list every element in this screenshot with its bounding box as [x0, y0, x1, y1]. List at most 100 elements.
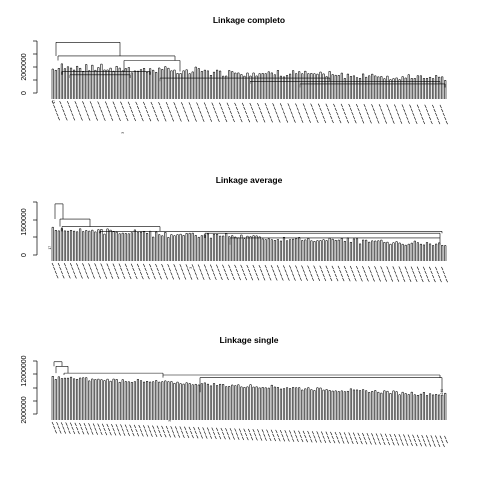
leaf-tick-613 — [383, 116, 386, 120]
leaf-tick-605 — [68, 275, 71, 279]
leaf-tick-484 — [412, 434, 415, 439]
leaf-tick-627 — [95, 117, 98, 121]
leaf-tick-448 — [310, 103, 313, 107]
leaf-tick-660 — [403, 278, 406, 282]
leaf-tick-586 — [177, 114, 181, 118]
leaf-tick-486 — [132, 267, 135, 272]
leaf-tick-468 — [339, 432, 342, 436]
leaf-tick-570 — [249, 272, 252, 277]
leaf-tick-598 — [419, 274, 423, 279]
leaf-tick-549 — [121, 271, 124, 276]
leaf-tick-547 — [275, 111, 278, 115]
leaf-tick-566 — [419, 112, 423, 117]
leaf-tick-555 — [336, 111, 339, 116]
leaf-tick-430 — [173, 102, 176, 106]
leaf-tick-628 — [208, 276, 211, 280]
leaf-tick-455 — [279, 429, 283, 434]
leaf-tick-665 — [384, 120, 388, 124]
leaf-tick-643 — [346, 440, 349, 444]
leaf-tick-506 — [357, 107, 360, 112]
leaf-tick-563 — [397, 112, 400, 116]
leaf-tick-628 — [278, 437, 281, 442]
leaf-tick-639 — [187, 118, 190, 122]
leaf-tick-453 — [348, 103, 351, 108]
leaf-tick-493 — [57, 426, 60, 430]
leaf-tick-614 — [390, 116, 394, 120]
leaf-tick-491 — [444, 435, 447, 440]
leaf-tick-464 — [432, 104, 435, 109]
leaf-tick-557 — [170, 272, 173, 276]
leaf-tick-558 — [354, 436, 357, 441]
leaf-tick-461 — [307, 430, 310, 435]
leaf-tick-489 — [435, 435, 438, 439]
leaf-tick-655 — [372, 278, 375, 282]
leaf-tick-585 — [82, 430, 85, 435]
leaf-tick-627 — [273, 437, 276, 442]
leaf-tick-440 — [249, 102, 252, 107]
leaf-tick-517 — [441, 108, 444, 113]
leaf-tick-546 — [103, 271, 106, 275]
leaf-tick-608 — [187, 434, 190, 439]
leaf-tick-419 — [118, 263, 121, 268]
leaf-tick-423 — [120, 101, 123, 106]
leaf-tick-500 — [311, 107, 314, 111]
leaf-tick-595 — [401, 274, 404, 278]
leaf-tick-507 — [365, 108, 368, 112]
leaf-tick-567 — [427, 112, 430, 117]
leaf-tick-424 — [138, 424, 141, 429]
leaf-tick-658 — [415, 442, 418, 447]
leaf-tick-458 — [293, 430, 296, 434]
leaf-tick-631 — [126, 117, 129, 122]
leaf-tick-418 — [112, 263, 115, 267]
leaf-tick-465 — [325, 431, 328, 436]
leaf-tick-459 — [298, 430, 301, 435]
leaf-tick-596 — [407, 274, 410, 278]
leaf-tick-593 — [389, 274, 392, 278]
leaf-tick-481 — [167, 106, 170, 110]
leaf-tick-504 — [241, 268, 245, 273]
leaf-tick-649 — [336, 277, 339, 282]
leaf-tick-421 — [124, 424, 127, 428]
leaf-tick-648 — [369, 441, 372, 445]
leaf-tick-660 — [424, 443, 427, 447]
leaf-tick-567 — [231, 272, 234, 277]
leaf-tick-588 — [359, 273, 362, 278]
leaf-tick-430 — [185, 264, 188, 268]
leaf-tick-535 — [249, 432, 252, 437]
leaf-tick-510 — [135, 428, 138, 433]
leaf-tick-650 — [378, 441, 381, 445]
leaf-tick-419 — [89, 101, 92, 105]
leaf-tick-492 — [251, 106, 254, 111]
leaf-tick-436 — [219, 102, 222, 107]
leaf-tick-459 — [394, 104, 397, 108]
leaf-tick-521 — [185, 430, 188, 435]
leaf-tick-640 — [333, 439, 336, 444]
leaf-tick-456 — [284, 430, 287, 434]
leaf-tick-643 — [299, 277, 302, 281]
leaf-tick-569 — [442, 112, 445, 117]
leaf-tick-524 — [100, 109, 103, 113]
leaf-tick-624 — [73, 117, 76, 121]
leaf-tick-466 — [330, 431, 333, 436]
leaf-tick-533 — [418, 270, 421, 275]
leaf-tick-579 — [124, 113, 127, 118]
leaf-tick-468 — [68, 105, 71, 109]
leaf-tick-472 — [98, 105, 102, 109]
leaf-tick-488 — [144, 267, 147, 272]
leaf-label-average-17: 17 — [48, 246, 52, 250]
leaf-tick-590 — [371, 274, 374, 278]
leaf-tick-438 — [234, 264, 237, 269]
leaf-tick-514 — [418, 108, 421, 113]
leaf-tick-594 — [123, 432, 126, 436]
panel-complete: Linkage completo 0 2000000 17 3 — [21, 15, 448, 134]
leaf-tick-490 — [439, 435, 442, 440]
leaf-tick-513 — [296, 269, 299, 273]
leaf-tick-464 — [392, 266, 395, 270]
leaf-tick-509 — [272, 269, 275, 273]
leaf-tick-466 — [404, 266, 407, 270]
leaf-tick-462 — [311, 431, 314, 435]
leaf-tick-496 — [193, 268, 196, 272]
leaf-tick-566 — [390, 437, 394, 442]
leaf-tick-544 — [290, 434, 293, 438]
leaf-tick-673 — [445, 120, 448, 125]
